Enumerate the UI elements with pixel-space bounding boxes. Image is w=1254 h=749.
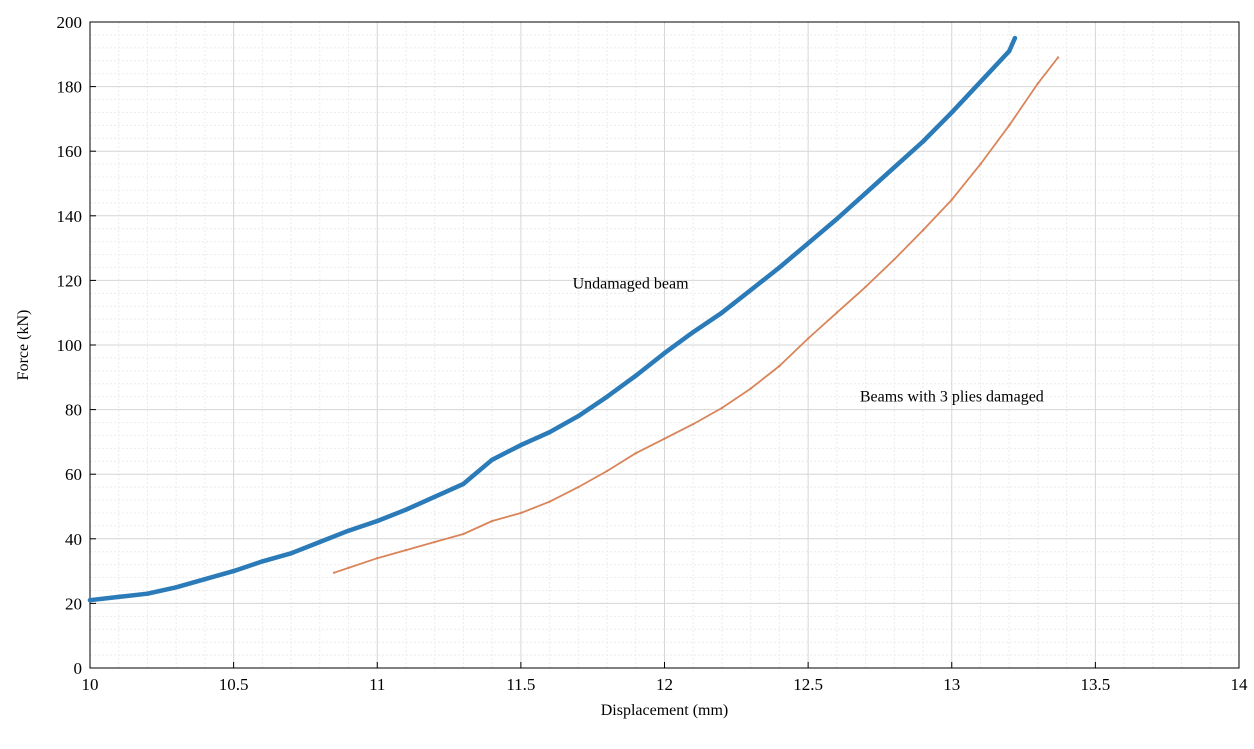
series-2-point bbox=[864, 285, 867, 289]
y-tick-label: 60 bbox=[65, 465, 82, 484]
series-1-point bbox=[202, 576, 208, 582]
y-axis-title: Force (kN) bbox=[15, 310, 32, 381]
y-tick-label: 100 bbox=[57, 336, 83, 355]
series-1-point bbox=[231, 568, 236, 574]
series-1-point bbox=[489, 457, 495, 462]
series-layer bbox=[87, 35, 1060, 603]
minor-grid bbox=[90, 22, 1239, 668]
x-tick-label: 14 bbox=[1231, 675, 1249, 694]
series-2-point bbox=[433, 540, 436, 544]
series-1-point bbox=[604, 394, 610, 399]
series-1-point bbox=[260, 559, 265, 564]
x-tick-label: 13.5 bbox=[1081, 675, 1111, 694]
annotation-layer: Undamaged beam Beams with 3 plies damaged bbox=[573, 275, 1044, 405]
series-1-point bbox=[777, 265, 782, 270]
series-2-point bbox=[332, 571, 336, 574]
series-2-point bbox=[347, 566, 350, 570]
series-2-point bbox=[404, 548, 408, 552]
series-2-point bbox=[1056, 56, 1060, 59]
tick-layer: 10 10.5 11 11.5 12 12.5 13 13.5 1402040608010012… bbox=[57, 13, 1249, 694]
series-2-point bbox=[519, 511, 523, 515]
x-tick-label: 10.5 bbox=[219, 675, 249, 694]
series-1-point bbox=[1012, 35, 1018, 41]
y-tick-label: 180 bbox=[57, 78, 83, 97]
series-1-point bbox=[403, 507, 409, 512]
series-1-point bbox=[892, 165, 897, 170]
series-1-point bbox=[432, 494, 437, 500]
series-2-point bbox=[1036, 82, 1040, 85]
series-2-point bbox=[1008, 124, 1011, 127]
series-1-point bbox=[691, 329, 696, 335]
series-2-point bbox=[950, 198, 953, 201]
y-tick-label: 200 bbox=[57, 13, 83, 32]
series-1-point bbox=[719, 310, 725, 315]
series-1-point bbox=[375, 518, 380, 524]
series-1-point bbox=[863, 190, 868, 196]
series-2-point bbox=[979, 162, 982, 166]
series-2-point bbox=[605, 469, 609, 473]
x-tick-label: 11 bbox=[369, 675, 385, 694]
y-tick-label: 120 bbox=[57, 271, 83, 290]
series-1-point bbox=[518, 442, 524, 448]
series-2-point bbox=[490, 519, 494, 523]
series-2-point bbox=[634, 452, 637, 455]
annotation-2: Beams with 3 plies damaged bbox=[860, 389, 1044, 406]
series-2-point bbox=[462, 532, 465, 536]
y-tick-label: 160 bbox=[57, 142, 83, 161]
series-2-point bbox=[720, 406, 724, 410]
series-1-point bbox=[547, 430, 552, 435]
x-tick-label: 10 bbox=[82, 675, 99, 694]
series-1-point bbox=[920, 139, 926, 144]
series-1-point bbox=[805, 241, 811, 246]
series-2-point bbox=[548, 500, 551, 503]
y-tick-label: 80 bbox=[65, 401, 82, 420]
series-1-point bbox=[173, 585, 179, 590]
series-1-point bbox=[576, 413, 581, 419]
series-1-point bbox=[834, 216, 840, 222]
series-1-point bbox=[346, 528, 351, 533]
annotation-1: Undamaged beam bbox=[573, 275, 690, 292]
x-axis-title: Displacement (mm) bbox=[601, 702, 729, 719]
series-2-point bbox=[778, 364, 781, 368]
series-1-point bbox=[317, 539, 322, 545]
series-1-point bbox=[662, 350, 667, 356]
y-tick-label: 0 bbox=[74, 659, 83, 678]
series-2-point bbox=[663, 437, 666, 440]
series-2-point bbox=[921, 229, 925, 232]
series-line-1 bbox=[87, 35, 1018, 603]
y-tick-label: 140 bbox=[57, 207, 83, 226]
series-1-point bbox=[1007, 48, 1012, 54]
series-1-point bbox=[949, 110, 954, 115]
y-tick-label: 40 bbox=[65, 530, 82, 549]
series-2-point bbox=[835, 311, 839, 314]
series-2-point bbox=[376, 556, 379, 560]
series-1-point bbox=[748, 287, 753, 293]
x-tick-label: 11.5 bbox=[506, 675, 535, 694]
series-1-point bbox=[145, 591, 150, 596]
series-2-point bbox=[577, 485, 580, 489]
series-1-point bbox=[461, 481, 466, 487]
series-2-point bbox=[692, 422, 695, 426]
series-1-point bbox=[978, 79, 983, 84]
series-1-point bbox=[288, 551, 294, 556]
series-1-point bbox=[87, 597, 93, 603]
series-1-point bbox=[633, 373, 638, 378]
y-tick-label: 20 bbox=[65, 594, 82, 613]
x-tick-label: 12.5 bbox=[793, 675, 823, 694]
series-2-point bbox=[749, 387, 752, 390]
x-tick-label: 12 bbox=[656, 675, 673, 694]
x-tick-label: 13 bbox=[943, 675, 960, 694]
series-2-point bbox=[806, 337, 810, 340]
series-2-point bbox=[893, 258, 896, 261]
series-1-point bbox=[116, 594, 121, 600]
